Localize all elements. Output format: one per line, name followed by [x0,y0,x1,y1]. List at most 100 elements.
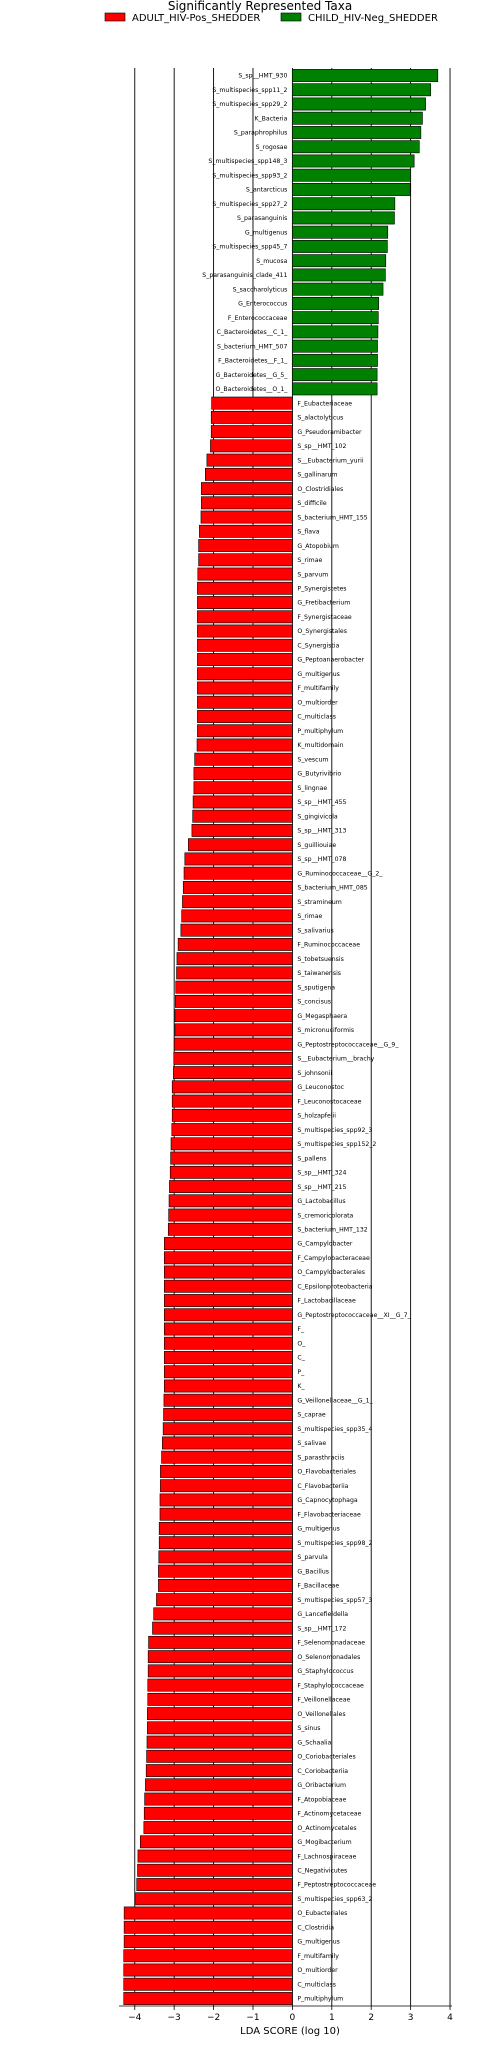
bar-label: O_Flavobacteriales [297,1469,356,1476]
bar [137,1849,293,1863]
bar-label: S_multispecies_spp93_2 [212,172,287,179]
bar [292,339,378,353]
bar-label: F_multifamily [297,1953,339,1960]
bar [193,781,293,795]
bar-label: G_Peptoanaerobacter [297,657,364,664]
bar-label: S_parasanguinis [237,215,287,222]
bar-label: S_antarcticus [246,187,287,194]
bar-label: S_multispecies_spp29_2 [212,101,287,108]
bar-label: S_cremoricolorata [297,1212,353,1219]
legend-label-0: ADULT_HIV-Pos_SHEDDER [132,13,260,24]
bar [292,97,426,111]
x-tick-label: 3 [408,2013,414,2023]
bar [159,1493,293,1507]
bar-label: O_multiorder [297,1967,338,1974]
bar [158,1536,293,1550]
bar-label: F_Lactobacillaceae [297,1298,356,1305]
bar-label: S__Eubacterium__brachy [297,1056,374,1063]
bar-label: G_Peptostreptococcaceae__G_9_ [297,1041,399,1048]
bar [147,1707,293,1721]
bar [163,1393,293,1407]
bar-label: S_sputigena [297,984,335,991]
bar-label: F_Peptostreptococcaceae [297,1882,376,1889]
bar-label: S_bacterium_HMT_085 [297,885,367,892]
bar [137,1863,293,1877]
bar-label: O_Bacteroidetes__O_1_ [215,386,288,393]
bar-label: O_Actinomycetales [297,1825,356,1832]
bar-label: S_gallinarum [297,472,337,479]
bar-label: S_mucosa [256,258,287,265]
x-axis-title: LDA SCORE (log 10) [240,2026,340,2037]
bar [183,866,293,880]
bar [211,396,293,410]
bar [292,311,379,325]
legend-label-1: CHILD_HIV-Neg_SHEDDER [308,13,438,24]
bar [171,1123,293,1137]
bar [174,1023,293,1037]
bar-label: F_Enterococcaceae [228,315,288,322]
bar-label: S_micronuciformis [297,1027,354,1034]
bar-label: G_Oribacterium [297,1782,346,1789]
bar [292,282,384,296]
bar-label: F_Veillonellaceae [297,1697,350,1704]
bar [197,681,293,695]
bar [182,895,293,909]
bar [135,1892,293,1906]
bar-label: C_Flavobacteriia [297,1483,348,1490]
bar-label: S_sp__HMT_930 [238,73,287,80]
bar-label: G_Campylobacter [297,1241,352,1248]
bar-label: S_taiwanensis [297,970,341,977]
bar [164,1351,293,1364]
bar-label: S_multispecies_spp57_3 [297,1597,372,1604]
bar-label: O_Selenomonadales [297,1654,360,1661]
bar-label: S_rimae [297,557,322,564]
bar [198,553,293,567]
bar-label: S_multispecies_spp27_2 [212,201,287,208]
bar-label: S_bacterium_HMT_155 [297,514,367,521]
bar [123,1977,293,1991]
bar [171,1080,293,1094]
bar [292,183,411,196]
bar-label: G_Butyrivibrio [297,771,341,778]
bar-label: P_Synergistetes [297,586,346,593]
bar [164,1279,293,1293]
bar [143,1821,293,1834]
bar [160,1479,293,1493]
bar [197,710,293,723]
bar [162,1422,293,1436]
x-tick-label: 1 [329,2013,335,2023]
bar-label: S_multispecies_spp98_2 [297,1540,372,1547]
bar-label: O_multiorder [297,699,338,706]
bar-label: F_Actinomycetaceae [297,1811,361,1818]
bars [123,69,439,2005]
bar [158,1522,293,1535]
bar [161,1450,293,1464]
bar-label: S_sp__HMT_324 [297,1170,346,1177]
bar-label: G_multigenus [297,671,340,678]
bar [147,1650,293,1664]
bar-label: G_Veillonellaceae__G_1_ [297,1397,373,1404]
bar [169,1180,293,1193]
bar [292,126,422,139]
bar [162,1436,293,1450]
bar-label: S_multispecies_spp92_3 [297,1127,372,1134]
bar [146,1749,293,1763]
bar-label: S_parvula [297,1554,328,1561]
bar [197,695,293,709]
bar [201,496,293,510]
bar-label: S_multispecies_spp35_4 [297,1426,372,1433]
bar [148,1635,293,1649]
bar [123,1949,293,1963]
bar [292,83,432,97]
bar [144,1792,293,1806]
bar-label: S_salivae [297,1440,326,1447]
bar [197,581,293,595]
bar [123,1992,293,2005]
bar-label: S_sinus [297,1725,320,1732]
bar-label: S_sp__HMT_215 [297,1184,346,1191]
bar [152,1621,293,1635]
bar [292,382,378,396]
bar-label: S_concisus [297,999,331,1006]
bar-label: K_Bacteria [255,115,288,122]
bar-label: F_Leuconostocaceae [297,1098,361,1105]
